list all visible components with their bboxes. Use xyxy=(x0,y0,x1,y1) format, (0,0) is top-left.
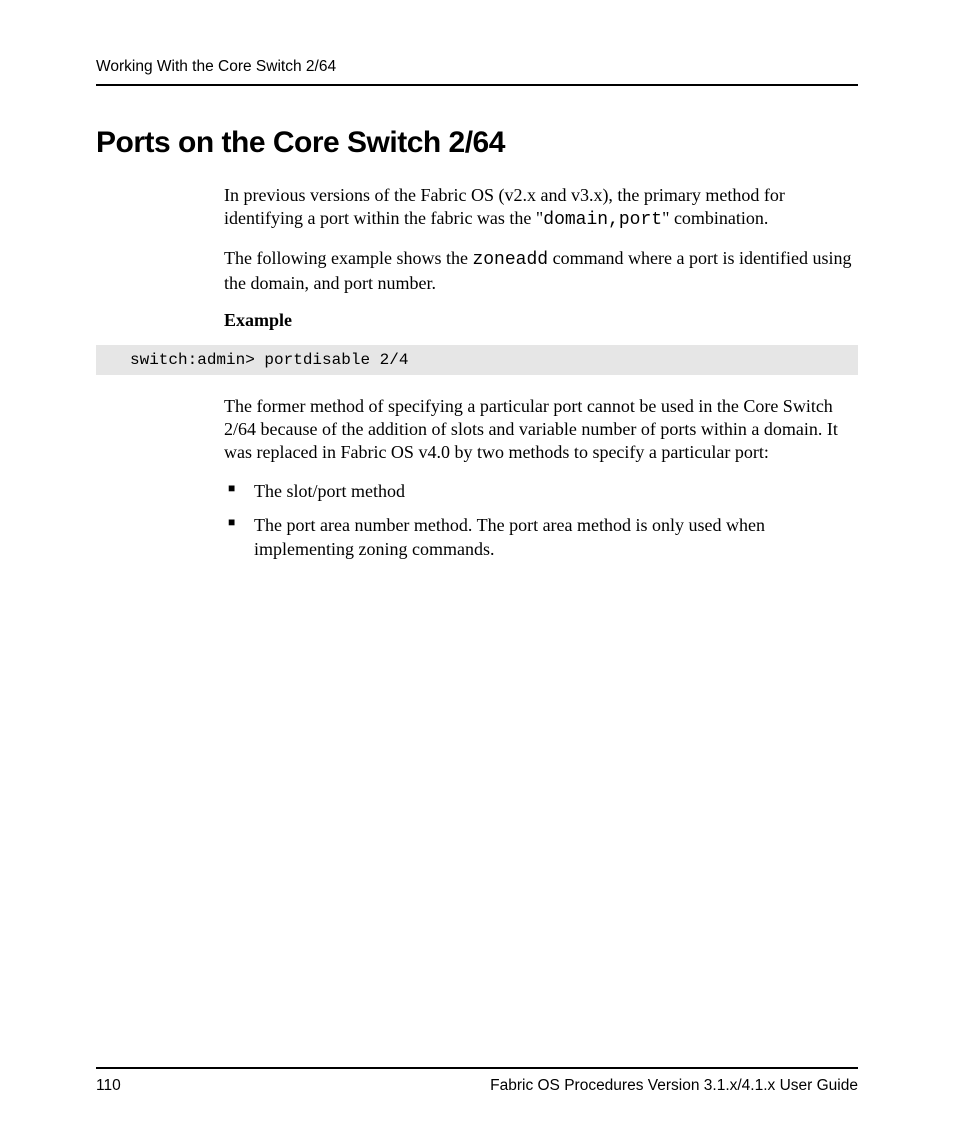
paragraph-2-code: zoneadd xyxy=(472,250,548,270)
paragraph-1: In previous versions of the Fabric OS (v… xyxy=(224,184,858,233)
page-footer: 110 Fabric OS Procedures Version 3.1.x/4… xyxy=(96,1067,858,1095)
running-header: Working With the Core Switch 2/64 xyxy=(96,58,858,86)
paragraph-3: The former method of specifying a partic… xyxy=(224,395,858,465)
page-number: 110 xyxy=(96,1077,121,1095)
paragraph-2: The following example shows the zoneadd … xyxy=(224,247,858,296)
code-block: switch:admin> portdisable 2/4 xyxy=(96,345,858,375)
paragraph-2-pre: The following example shows the xyxy=(224,248,472,268)
running-header-text: Working With the Core Switch 2/64 xyxy=(96,58,336,75)
list-item: The slot/port method xyxy=(224,479,858,503)
section-title: Ports on the Core Switch 2/64 xyxy=(96,126,858,160)
doc-title: Fabric OS Procedures Version 3.1.x/4.1.x… xyxy=(490,1077,858,1095)
paragraph-1-post: " combination. xyxy=(662,208,768,228)
example-label: Example xyxy=(224,310,858,331)
paragraph-1-code: domain,port xyxy=(543,210,662,230)
bullet-list: The slot/port method The port area numbe… xyxy=(224,479,858,562)
list-item: The port area number method. The port ar… xyxy=(224,513,858,562)
